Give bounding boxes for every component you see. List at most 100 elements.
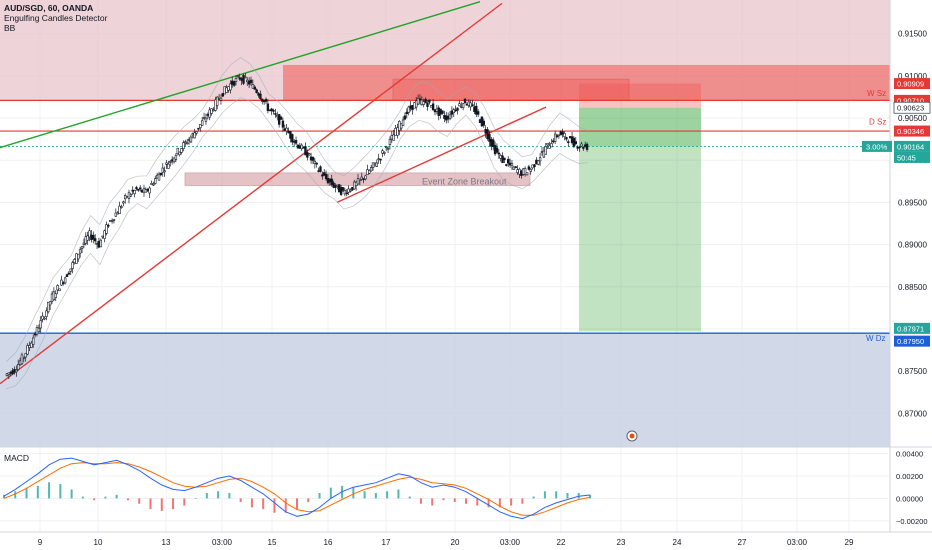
macd-bar — [374, 493, 377, 499]
candle-body — [221, 92, 225, 97]
candle — [272, 108, 275, 115]
candle — [523, 166, 527, 177]
candle-body — [458, 103, 461, 107]
candle — [458, 100, 461, 107]
candle — [32, 334, 35, 348]
candle-body — [375, 162, 378, 167]
candle-body — [56, 285, 59, 291]
candle-body — [124, 195, 127, 200]
candle — [538, 152, 542, 166]
candle — [244, 73, 247, 79]
macd-bar — [93, 498, 96, 501]
candle — [39, 316, 42, 333]
candle-body — [253, 86, 256, 90]
candle-body — [212, 109, 215, 112]
candle-body — [24, 353, 27, 358]
candle — [308, 152, 311, 156]
candle-body — [546, 142, 549, 146]
candle — [163, 166, 166, 177]
candle-body — [388, 138, 392, 146]
candle — [270, 107, 273, 115]
candle-body — [561, 131, 564, 135]
candle-body — [272, 110, 275, 112]
x-tick-label: 27 — [738, 538, 747, 547]
candle-body — [60, 279, 63, 286]
candle — [360, 172, 363, 181]
candle-body — [279, 116, 283, 120]
candle-body — [294, 140, 298, 144]
candle — [223, 86, 226, 95]
price-tag — [894, 322, 930, 334]
candle-body — [88, 230, 91, 238]
candle-body — [473, 106, 476, 113]
symbol-title[interactable]: AUD/SGD, 60, OANDA — [4, 3, 94, 13]
candle-body — [99, 239, 103, 248]
candle-body — [407, 106, 410, 113]
candle-body — [30, 342, 33, 348]
candle — [431, 99, 435, 111]
indicator-engulfing-label[interactable]: Engulfing Candles Detector — [4, 13, 108, 23]
candle — [140, 189, 144, 193]
candle-body — [394, 128, 397, 136]
candle — [381, 148, 384, 158]
candle-body — [9, 371, 12, 374]
candle — [255, 88, 258, 94]
candle — [125, 195, 129, 198]
candle-body — [469, 102, 472, 108]
candle — [75, 253, 78, 264]
candle-body — [199, 124, 202, 129]
candle-body — [144, 189, 148, 193]
candle-body — [73, 259, 76, 263]
candle-body — [467, 101, 470, 106]
candle — [178, 151, 181, 157]
candle-body — [5, 373, 9, 376]
candle — [197, 127, 200, 132]
candle-body — [523, 168, 527, 175]
macd-bar — [555, 491, 558, 499]
candle-body — [321, 174, 324, 177]
candle-body — [184, 141, 187, 144]
candle — [313, 157, 317, 169]
red-trendline-main — [0, 2, 503, 385]
candle-body — [204, 117, 208, 122]
price-tag — [894, 94, 930, 106]
candle-body — [576, 146, 579, 149]
candle-body — [62, 282, 65, 284]
candle-body — [48, 301, 52, 306]
x-tick-label: 03:00 — [212, 538, 233, 547]
macd-title[interactable]: MACD — [4, 453, 30, 463]
candle-body — [52, 291, 56, 301]
candle-body — [537, 160, 540, 165]
candle-body — [317, 170, 320, 172]
candle-body — [189, 136, 193, 143]
candle — [550, 138, 553, 148]
macd-bar — [14, 491, 17, 499]
macd-bar — [363, 491, 366, 499]
price-axis — [890, 0, 932, 550]
candle-body — [129, 194, 133, 197]
candle-body — [152, 183, 155, 186]
candle-body — [54, 293, 57, 298]
candle-body — [140, 189, 144, 193]
candle-body — [460, 106, 463, 108]
candle — [476, 109, 480, 117]
macd-y-tick-label: −0.00200 — [896, 517, 928, 526]
candle-body — [116, 212, 119, 215]
candle — [396, 123, 399, 139]
candle-body — [510, 163, 514, 166]
candle — [234, 75, 238, 86]
candle-body — [277, 114, 281, 125]
macd-bar — [532, 496, 535, 499]
candle — [300, 143, 303, 151]
candle-body — [431, 103, 435, 111]
candle-body — [35, 327, 39, 335]
candle — [285, 124, 288, 136]
candle-body — [396, 127, 399, 136]
candle-body — [200, 120, 204, 126]
candle — [343, 187, 347, 197]
candle-body — [15, 369, 18, 373]
indicator-bb-label[interactable]: BB — [4, 23, 16, 33]
candle — [330, 174, 333, 187]
candle-body — [105, 224, 108, 234]
